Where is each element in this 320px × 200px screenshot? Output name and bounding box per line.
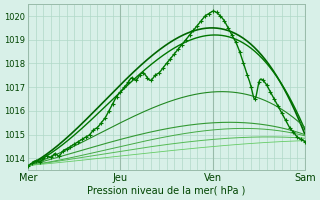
X-axis label: Pression niveau de la mer( hPa ): Pression niveau de la mer( hPa ) — [87, 186, 246, 196]
